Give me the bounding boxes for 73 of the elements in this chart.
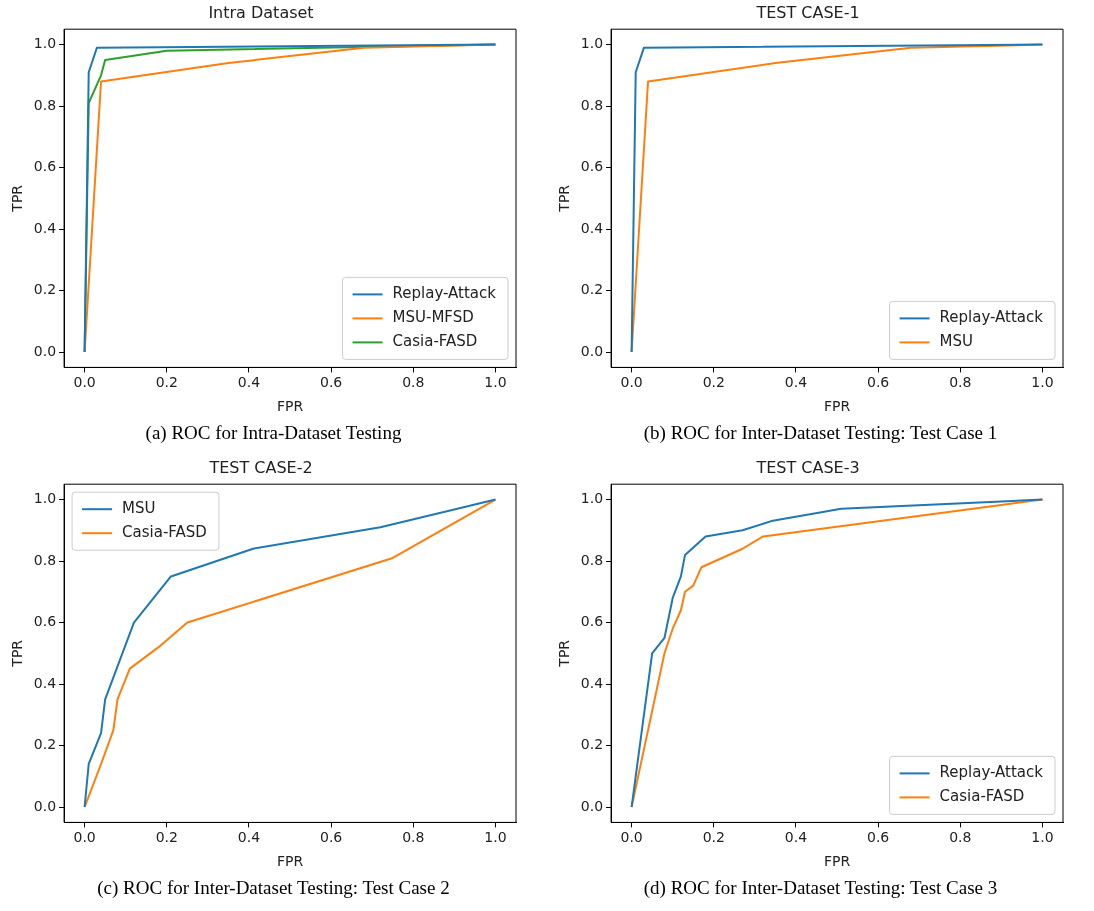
- chart-title: TEST CASE-1: [755, 2, 860, 22]
- x-tick-label: 0.6: [866, 829, 890, 846]
- y-tick-label: 0.2: [33, 281, 57, 298]
- y-tick-label: 0.0: [580, 797, 604, 814]
- x-tick-label: 0.6: [866, 374, 890, 391]
- text: (d) ROC for Inter-Dataset Testing: Test Case 3: [642, 877, 999, 899]
- x-axis-title: FPR: [276, 853, 304, 870]
- text: (a) ROC for Intra-Dataset Testing: [144, 422, 403, 444]
- x-tick-label: 1.0: [484, 829, 507, 846]
- y-tick-label: 0.4: [580, 674, 604, 691]
- x-tick-label: 0.2: [155, 829, 178, 846]
- x-tick-label: 0.0: [73, 374, 96, 391]
- y-tick-label: 1.0: [580, 490, 604, 507]
- x-tick-label: 0.2: [702, 829, 725, 846]
- x-tick-label: 1.0: [1031, 374, 1054, 391]
- chart-title: Intra Dataset: [208, 2, 314, 22]
- y-tick-label: 0.8: [580, 96, 604, 113]
- x-tick-label: 0.8: [402, 829, 425, 846]
- x-tick-label: 0.6: [319, 829, 343, 846]
- x-tick-label: 0.8: [949, 829, 972, 846]
- x-tick-label: 0.8: [949, 374, 972, 391]
- y-tick-label: 0.0: [33, 797, 57, 814]
- y-tick-label: 0.6: [580, 613, 604, 630]
- y-tick-label: 1.0: [33, 490, 57, 507]
- y-tick-label: 0.4: [33, 674, 57, 691]
- y-tick-label: 0.8: [580, 551, 604, 568]
- x-tick-label: 0.2: [702, 374, 725, 391]
- text: (b) ROC for Inter-Dataset Testing: Test Case 1: [642, 422, 999, 444]
- x-tick-label: 0.0: [620, 829, 643, 846]
- y-tick-label: 0.4: [580, 219, 604, 236]
- legend-label: Casia-FASD: [939, 787, 1025, 806]
- y-tick-label: 0.6: [33, 158, 57, 175]
- y-axis-title: TPR: [556, 184, 573, 213]
- y-tick-label: 0.8: [33, 551, 57, 568]
- legend-label: MSU: [939, 332, 974, 351]
- x-tick-label: 0.4: [237, 374, 261, 391]
- y-tick-label: 0.0: [33, 342, 57, 359]
- legend-label: Casia-FASD: [392, 332, 478, 351]
- x-tick-label: 0.2: [155, 374, 178, 391]
- y-tick-label: 0.2: [580, 281, 604, 298]
- y-tick-label: 0.0: [580, 342, 604, 359]
- y-tick-label: 0.4: [33, 219, 57, 236]
- x-tick-label: 0.0: [73, 829, 96, 846]
- x-axis-title: FPR: [823, 398, 851, 415]
- y-axis-title: TPR: [9, 184, 26, 213]
- chart-title: TEST CASE-2: [208, 457, 313, 477]
- x-tick-label: 0.4: [784, 374, 808, 391]
- x-tick-label: 0.4: [237, 829, 261, 846]
- x-tick-label: 0.6: [319, 374, 343, 391]
- legend-label: Replay-Attack: [939, 763, 1044, 782]
- x-tick-label: 0.4: [784, 829, 808, 846]
- x-tick-label: 0.0: [620, 374, 643, 391]
- legend-label: MSU-MFSD: [392, 308, 474, 327]
- y-tick-label: 1.0: [33, 35, 57, 52]
- legend-label: Casia-FASD: [122, 523, 207, 542]
- x-tick-label: 0.8: [402, 374, 425, 391]
- x-tick-label: 1.0: [1031, 829, 1054, 846]
- y-tick-label: 0.6: [580, 158, 604, 175]
- y-tick-label: 1.0: [580, 35, 604, 52]
- y-axis-title: TPR: [9, 639, 26, 668]
- text: (c) ROC for Inter-Dataset Testing: Test Case 2: [96, 877, 451, 899]
- y-tick-label: 0.6: [33, 613, 57, 630]
- x-tick-label: 1.0: [484, 374, 507, 391]
- x-axis-title: FPR: [823, 853, 851, 870]
- y-tick-label: 0.2: [33, 736, 57, 753]
- legend-label: Replay-Attack: [939, 308, 1044, 327]
- legend-label: MSU: [122, 499, 156, 518]
- y-tick-label: 0.8: [33, 96, 57, 113]
- legend-label: Replay-Attack: [392, 284, 497, 303]
- y-axis-title: TPR: [556, 639, 573, 668]
- chart-title: TEST CASE-3: [755, 457, 860, 477]
- y-tick-label: 0.2: [580, 736, 604, 753]
- x-axis-title: FPR: [276, 398, 304, 415]
